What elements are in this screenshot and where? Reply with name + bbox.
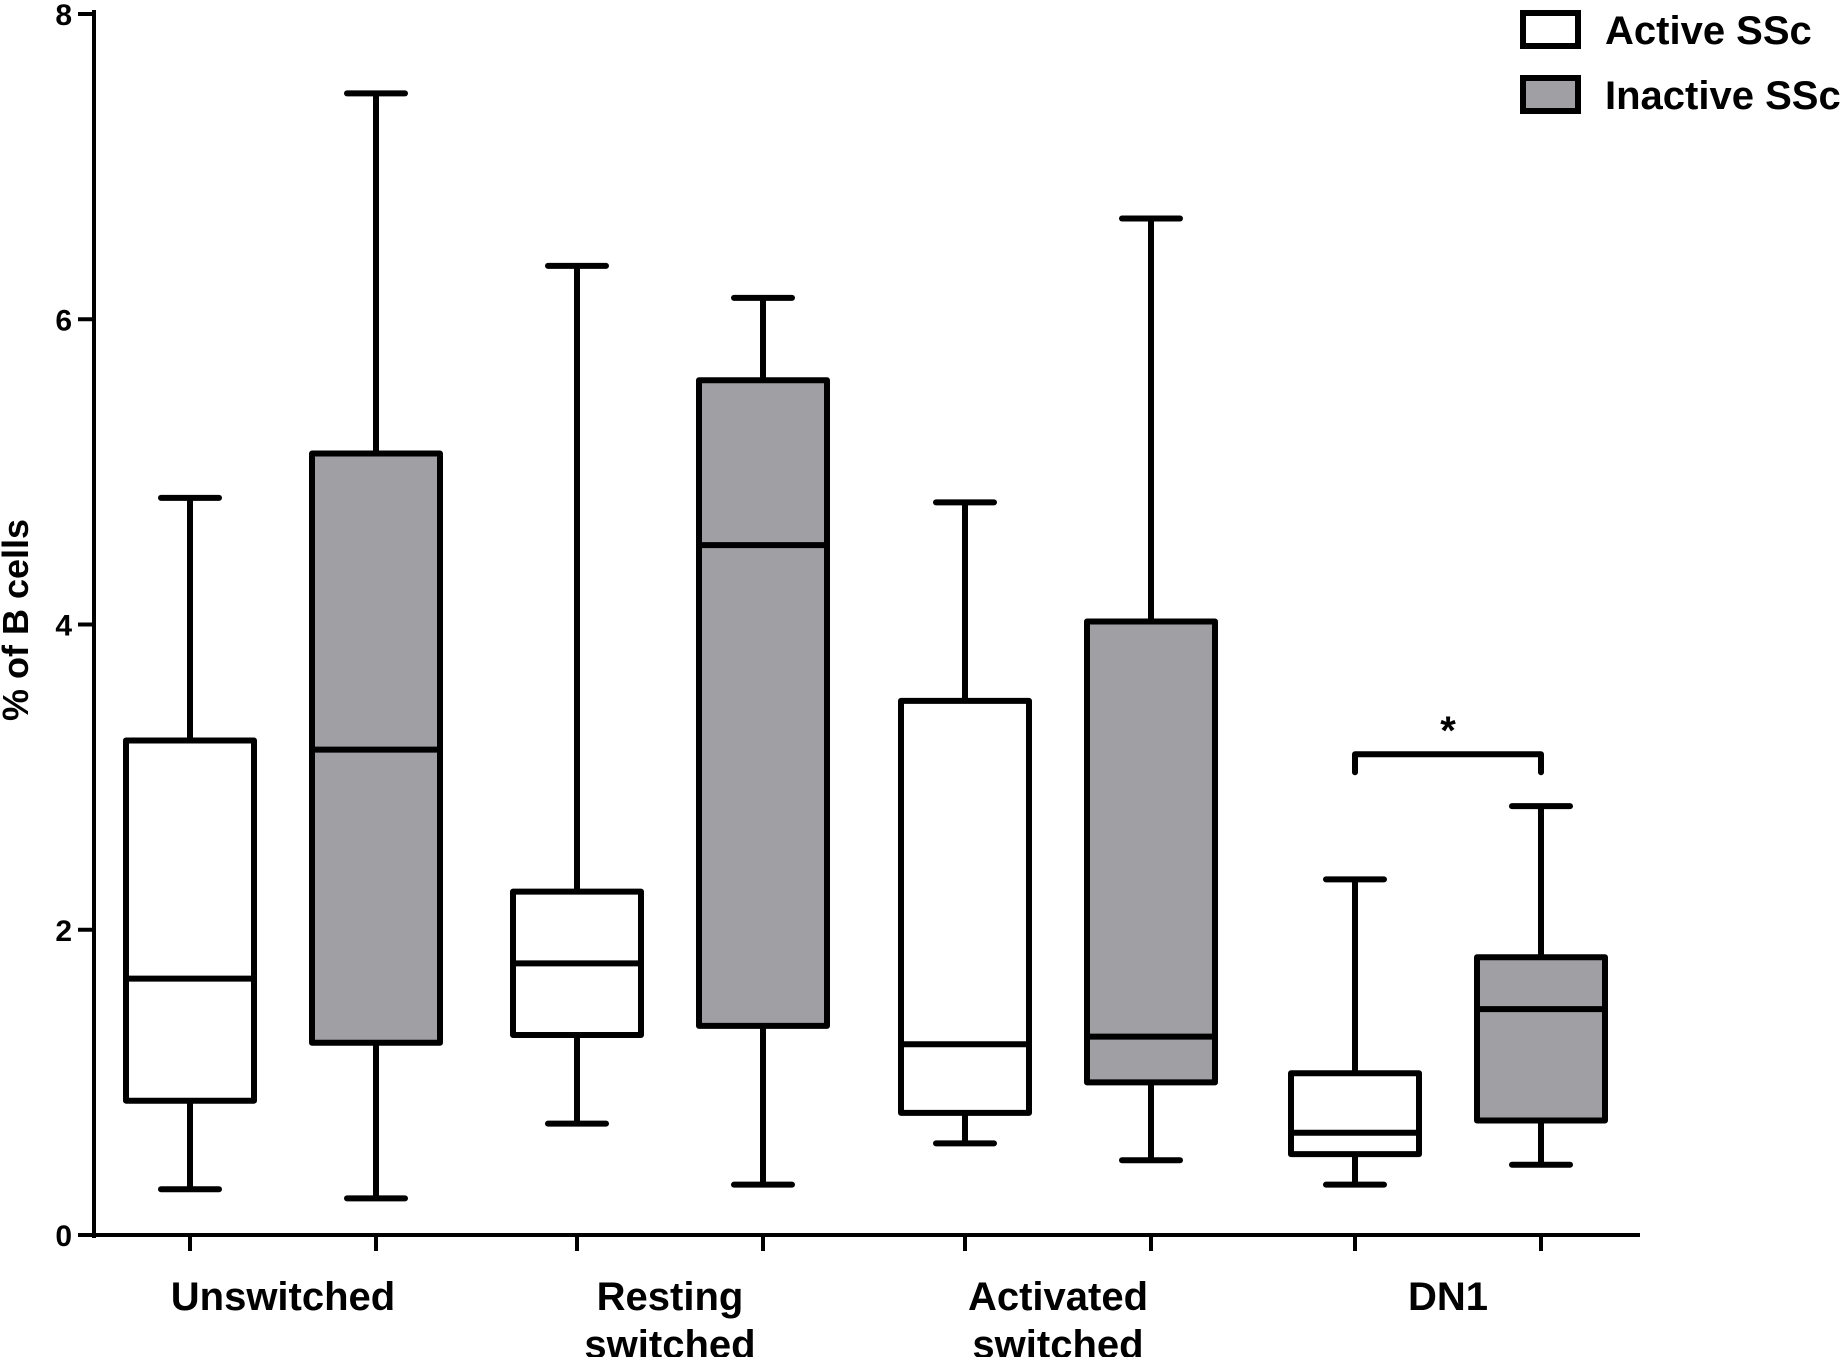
y-tick-label: 4 (55, 610, 72, 643)
x-category-label-line: Activated (968, 1275, 1148, 1319)
y-tick-label: 6 (55, 304, 72, 337)
x-category-label-line: switched (972, 1323, 1143, 1357)
box-inactive-ssc (309, 90, 443, 1202)
iqr-box (123, 737, 257, 1104)
box-active-ssc (123, 494, 257, 1193)
x-category-label: Activated switched (968, 1275, 1148, 1357)
x-category-label-line: Unswitched (171, 1275, 395, 1319)
iqr-box (1474, 954, 1608, 1124)
legend-label: Active SSc (1605, 9, 1812, 53)
iqr-box (696, 377, 830, 1029)
box-active-ssc (510, 262, 644, 1127)
x-category-label: Resting switched (584, 1275, 755, 1357)
significance-bracket (1352, 751, 1544, 776)
y-tick-label: 2 (55, 915, 72, 948)
box-inactive-ssc (1084, 215, 1218, 1164)
box-inactive-ssc (696, 294, 830, 1188)
box-inactive-ssc (1474, 803, 1608, 1168)
y-axis: 0 2 4 6 8 (55, 0, 96, 1253)
x-category-label-line: Resting (597, 1275, 744, 1319)
box-active-ssc (1288, 876, 1422, 1188)
legend-swatch (1520, 10, 1581, 49)
y-tick-label: 8 (55, 0, 72, 32)
legend: Active SSc Inactive SSc (1520, 9, 1841, 118)
x-axis: Unswitched Resting switched Activated switch… (92, 1233, 1640, 1357)
box-series (123, 90, 1608, 1202)
x-category-label-line: switched (584, 1323, 755, 1357)
y-axis-title: % of B cells (0, 519, 36, 721)
y-tick-label: 0 (55, 1220, 72, 1253)
legend-label: Inactive SSc (1605, 74, 1841, 118)
iqr-box (1288, 1070, 1422, 1158)
iqr-box (898, 697, 1032, 1116)
box-active-ssc (898, 499, 1032, 1147)
iqr-box (1084, 618, 1218, 1086)
significance-star: * (1440, 709, 1456, 753)
significance-annotations: * (1352, 709, 1544, 776)
x-category-label-line: DN1 (1408, 1275, 1488, 1319)
x-category-label: Unswitched (171, 1275, 395, 1319)
x-category-label: DN1 (1408, 1275, 1488, 1319)
legend-swatch (1520, 75, 1581, 114)
